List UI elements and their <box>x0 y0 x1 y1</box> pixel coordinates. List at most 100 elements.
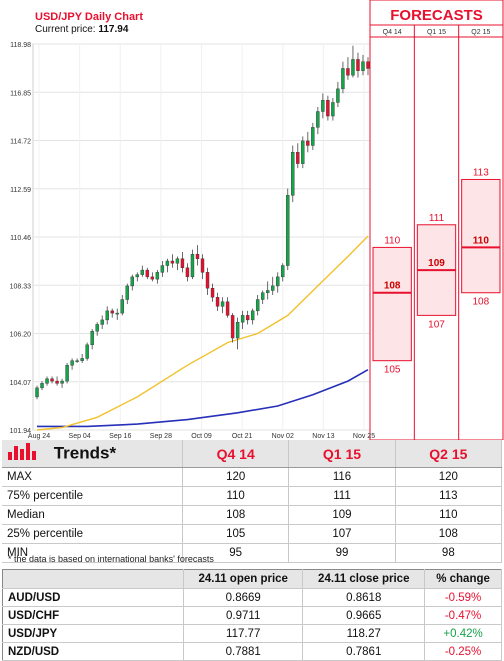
fx-col-header: % change <box>424 569 502 589</box>
candle-body <box>165 260 170 266</box>
candle <box>205 267 210 295</box>
candle <box>115 308 119 320</box>
forecast-max-label: 111 <box>429 213 445 224</box>
cell: 110 <box>395 505 503 525</box>
candle-body <box>115 312 119 315</box>
trends-header: Trends* Q4 14 Q1 15 Q2 15 <box>2 440 503 468</box>
candle <box>125 283 129 305</box>
cell: 98 <box>395 543 503 563</box>
trends-col-header: Q2 15 <box>395 440 503 468</box>
candle-body <box>296 152 300 164</box>
fx-col-header: 24.11 open price <box>183 569 304 589</box>
candle <box>160 261 165 277</box>
candle-body <box>250 310 255 321</box>
candle <box>265 281 270 300</box>
candle <box>336 82 340 107</box>
trends-row: 25% percentile 105 107 108 <box>2 524 503 544</box>
candle-body <box>326 99 330 117</box>
candle <box>175 256 180 271</box>
moving-averages <box>36 235 369 431</box>
candle-body <box>260 292 265 300</box>
candle <box>245 310 250 325</box>
candle <box>220 297 225 314</box>
candle <box>366 57 370 76</box>
candle-body <box>70 360 74 366</box>
candle-body <box>90 331 94 346</box>
candle <box>190 249 195 280</box>
candle <box>130 274 134 291</box>
forecast-col-name: Q4 14 <box>383 29 402 36</box>
trends-col-header: Q1 15 <box>288 440 396 468</box>
trends-title: Trends* <box>53 443 117 463</box>
candle-body <box>200 258 205 273</box>
pct-change: -0.25% <box>424 642 502 661</box>
candle <box>55 376 59 386</box>
candle <box>356 52 360 78</box>
bar-chart-icon <box>7 442 41 465</box>
y-tick-label: 116.85 <box>10 90 31 97</box>
forecast-min-label: 105 <box>384 365 401 376</box>
candle-body <box>306 140 310 146</box>
forecast-median-label: 109 <box>428 258 445 269</box>
candle <box>341 61 345 94</box>
candle-body <box>150 276 155 280</box>
pair-name: USD/JPY <box>2 624 184 643</box>
candle-body <box>170 260 175 264</box>
cell: 116 <box>288 467 396 487</box>
candle-body <box>331 102 335 117</box>
forecast-col-name: Q2 15 <box>471 29 490 36</box>
candle <box>276 272 280 293</box>
candle <box>40 381 44 391</box>
candle-body <box>215 297 220 307</box>
pct-change: -0.47% <box>424 606 502 625</box>
chart-title: USD/JPY Daily Chart <box>35 11 143 23</box>
candle <box>135 272 140 282</box>
fx-row: AUD/USD 0.8669 0.8618 -0.59% <box>2 588 502 607</box>
candle-body <box>271 285 275 291</box>
x-tick-label: Sep 16 <box>109 433 131 440</box>
chart-grid <box>32 43 371 431</box>
cell: 110 <box>182 486 290 506</box>
candle <box>50 376 54 384</box>
pair-name: USD/CHF <box>2 606 184 625</box>
forecast-panel: FORECASTS Q4 14 110 108 105 Q1 15 111 109 107 Q2 … <box>369 0 504 441</box>
x-tick-label: Nov 02 <box>272 433 294 440</box>
candle-body <box>160 265 165 273</box>
candle-body <box>60 380 64 384</box>
row-label: 25% percentile <box>2 524 183 544</box>
pair-name: NZD/USD <box>2 642 184 661</box>
candle-body <box>316 111 320 128</box>
candle-body <box>301 140 305 164</box>
row-label: MAX <box>2 467 183 487</box>
trends-row: MAX 120 116 120 <box>2 467 503 487</box>
candle <box>145 267 150 280</box>
candle <box>65 362 69 384</box>
x-tick-label: Sep 28 <box>150 433 172 440</box>
fx-header: 24.11 open price 24.11 close price % cha… <box>2 569 502 589</box>
candle <box>105 306 109 325</box>
candle <box>200 254 205 280</box>
candle-body <box>311 127 315 146</box>
forecast-median-label: 110 <box>473 235 490 246</box>
candle-body <box>105 310 109 321</box>
candle-body <box>281 265 285 278</box>
candle-body <box>100 319 104 325</box>
x-tick-label: Nov 13 <box>312 433 334 440</box>
candle-body <box>45 378 49 384</box>
candle <box>230 313 235 343</box>
candle-body <box>245 315 250 321</box>
candle <box>291 145 295 203</box>
candle <box>281 263 285 282</box>
candle-body <box>50 378 54 382</box>
open-price: 117.77 <box>183 624 304 643</box>
candle <box>80 353 84 363</box>
candle <box>306 131 310 153</box>
candle-body <box>55 380 59 384</box>
candle-body <box>240 315 245 323</box>
candle-body <box>356 59 360 71</box>
candle-body <box>341 68 345 90</box>
candle <box>260 290 265 305</box>
candle <box>95 322 99 336</box>
open-price: 0.7881 <box>183 642 304 661</box>
candle <box>45 376 49 386</box>
